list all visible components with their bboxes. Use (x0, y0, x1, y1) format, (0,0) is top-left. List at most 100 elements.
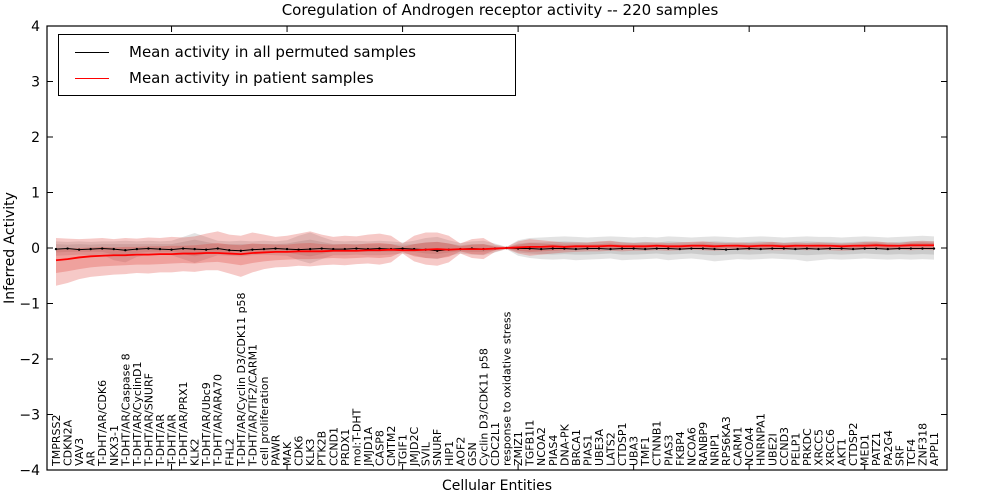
svg-text:UBE3A: UBE3A (593, 428, 606, 466)
x-category-labels: TMPRSS2CDKN2AVAV3ART-DHT/AR/CDK6NKX3-1T-… (50, 292, 941, 467)
svg-text:T-DHT/AR/Cyclin D3/CDK11 p58: T-DHT/AR/Cyclin D3/CDK11 p58 (235, 292, 248, 467)
svg-text:PATZ1: PATZ1 (870, 432, 883, 466)
svg-text:AKT1: AKT1 (836, 438, 849, 466)
svg-text:CASP8: CASP8 (373, 430, 386, 466)
svg-text:AR: AR (85, 450, 98, 466)
patient-line-sample-icon (75, 77, 109, 79)
svg-text:PTK2B: PTK2B (316, 431, 329, 466)
svg-text:HNRNPA1: HNRNPA1 (755, 413, 768, 466)
svg-text:UBE2I: UBE2I (766, 433, 779, 466)
svg-text:PA2G4: PA2G4 (882, 430, 895, 466)
svg-text:KLK3: KLK3 (304, 438, 317, 466)
svg-text:MED1: MED1 (859, 434, 872, 466)
svg-text:DNA-PK: DNA-PK (558, 423, 571, 466)
svg-text:XRCC5: XRCC5 (812, 429, 825, 466)
svg-text:T-DHT/AR/SNURF: T-DHT/AR/SNURF (142, 373, 155, 467)
svg-text:FKBP4: FKBP4 (674, 431, 687, 466)
svg-text:XRCC6: XRCC6 (824, 429, 837, 466)
svg-text:NKX3-1: NKX3-1 (108, 425, 121, 466)
svg-text:TMF1: TMF1 (639, 436, 652, 467)
svg-text:CTDSP1: CTDSP1 (616, 423, 629, 466)
svg-text:CDK6: CDK6 (293, 436, 306, 466)
svg-text:1: 1 (31, 186, 40, 202)
svg-text:3: 3 (31, 75, 40, 91)
svg-text:−2: −2 (19, 352, 40, 368)
svg-text:T-DHT/AR: T-DHT/AR (166, 414, 179, 467)
x-ticks (171, 26, 866, 470)
svg-text:SVIL: SVIL (420, 441, 433, 466)
legend: Mean activity in all permuted samples Me… (58, 34, 516, 96)
band-patient-outer (56, 231, 934, 286)
svg-text:UBA3: UBA3 (628, 436, 641, 466)
svg-text:T-DHT/AR/ARA70: T-DHT/AR/ARA70 (212, 374, 225, 467)
svg-text:CMTM2: CMTM2 (385, 426, 398, 466)
svg-text:mol:T-DHT: mol:T-DHT (350, 408, 363, 466)
svg-text:Cyclin D3/CDK11 p58: Cyclin D3/CDK11 p58 (477, 348, 490, 466)
svg-text:NCOA6: NCOA6 (685, 427, 698, 466)
svg-text:T-DHT/AR/TIF2/CARM1: T-DHT/AR/TIF2/CARM1 (246, 344, 259, 467)
y-axis-label: Inferred Activity (2, 192, 18, 304)
svg-text:T-DHT/AR/CyclinD1: T-DHT/AR/CyclinD1 (131, 361, 144, 467)
svg-text:VAV3: VAV3 (73, 438, 86, 466)
legend-label-patient: Mean activity in patient samples (129, 69, 374, 87)
svg-text:2: 2 (31, 130, 40, 146)
y-ticks: 4 3 2 1 0 −1 −2 −3 −4 (19, 19, 947, 479)
svg-text:TMPRSS2: TMPRSS2 (50, 415, 63, 467)
svg-text:CDKN2A: CDKN2A (62, 419, 75, 466)
svg-text:SRF: SRF (893, 445, 906, 466)
svg-text:CCND1: CCND1 (327, 427, 340, 466)
svg-text:AOF2: AOF2 (454, 437, 467, 466)
svg-text:CTNNB1: CTNNB1 (651, 421, 664, 466)
legend-entry-permuted: Mean activity in all permuted samples (59, 39, 515, 65)
svg-text:NRIP1: NRIP1 (709, 433, 722, 466)
svg-text:RANBP9: RANBP9 (697, 422, 710, 466)
svg-text:APPL1: APPL1 (928, 432, 941, 466)
line-patient (55, 244, 934, 262)
svg-text:TGFB1I1: TGFB1I1 (524, 420, 537, 467)
x-axis-label: Cellular Entities (441, 478, 553, 494)
svg-text:TCF4: TCF4 (905, 439, 918, 467)
svg-text:PIAS3: PIAS3 (662, 435, 675, 466)
svg-text:PIAS4: PIAS4 (547, 435, 560, 466)
svg-text:T-DHT/AR: T-DHT/AR (154, 414, 167, 467)
svg-text:SNURF: SNURF (431, 429, 444, 466)
svg-text:T-DHT/AR/CDK6: T-DHT/AR/CDK6 (96, 380, 109, 467)
svg-text:CDC2L1: CDC2L1 (489, 422, 502, 466)
svg-text:CARM1: CARM1 (732, 427, 745, 466)
svg-text:RPS6KA3: RPS6KA3 (720, 416, 733, 466)
svg-text:PIAS1: PIAS1 (581, 435, 594, 466)
svg-text:JMJD1A: JMJD1A (362, 427, 375, 467)
svg-text:−3: −3 (19, 408, 40, 424)
svg-text:cell proliferation: cell proliferation (258, 376, 271, 466)
svg-text:4: 4 (31, 19, 40, 35)
svg-text:JMJD2C: JMJD2C (408, 427, 421, 467)
chart-title: Coregulation of Androgen receptor activi… (281, 1, 719, 19)
svg-text:TGIF1: TGIF1 (397, 434, 410, 467)
svg-text:ZNF318: ZNF318 (916, 423, 929, 466)
svg-text:PELP1: PELP1 (789, 433, 802, 466)
svg-text:LATS2: LATS2 (605, 432, 618, 466)
svg-text:−4: −4 (19, 463, 40, 479)
svg-text:ZMIZ1: ZMIZ1 (512, 431, 525, 466)
svg-text:PRDX1: PRDX1 (339, 429, 352, 466)
svg-text:response to oxidative stress: response to oxidative stress (501, 311, 514, 466)
svg-text:CCND3: CCND3 (778, 427, 791, 466)
svg-text:MAK: MAK (281, 441, 294, 466)
permuted-line-sample-icon (75, 51, 109, 53)
legend-entry-patient: Mean activity in patient samples (59, 65, 515, 91)
svg-text:0: 0 (31, 241, 40, 257)
svg-text:T-DHT/AR/PRX1: T-DHT/AR/PRX1 (177, 381, 190, 467)
svg-text:BRCA1: BRCA1 (570, 429, 583, 466)
svg-text:NCOA4: NCOA4 (743, 427, 756, 466)
svg-text:NCOA2: NCOA2 (535, 427, 548, 466)
svg-text:FHL2: FHL2 (223, 438, 236, 466)
svg-text:HIP1: HIP1 (443, 441, 456, 466)
legend-label-permuted: Mean activity in all permuted samples (129, 43, 416, 61)
svg-text:CTDSP2: CTDSP2 (847, 423, 860, 466)
svg-text:PAWR: PAWR (270, 434, 283, 466)
svg-text:GSN: GSN (466, 442, 479, 466)
svg-text:T-DHT/AR/Ubc9: T-DHT/AR/Ubc9 (200, 382, 213, 467)
svg-text:T-DHT/AR/Caspase 8: T-DHT/AR/Caspase 8 (119, 353, 132, 467)
